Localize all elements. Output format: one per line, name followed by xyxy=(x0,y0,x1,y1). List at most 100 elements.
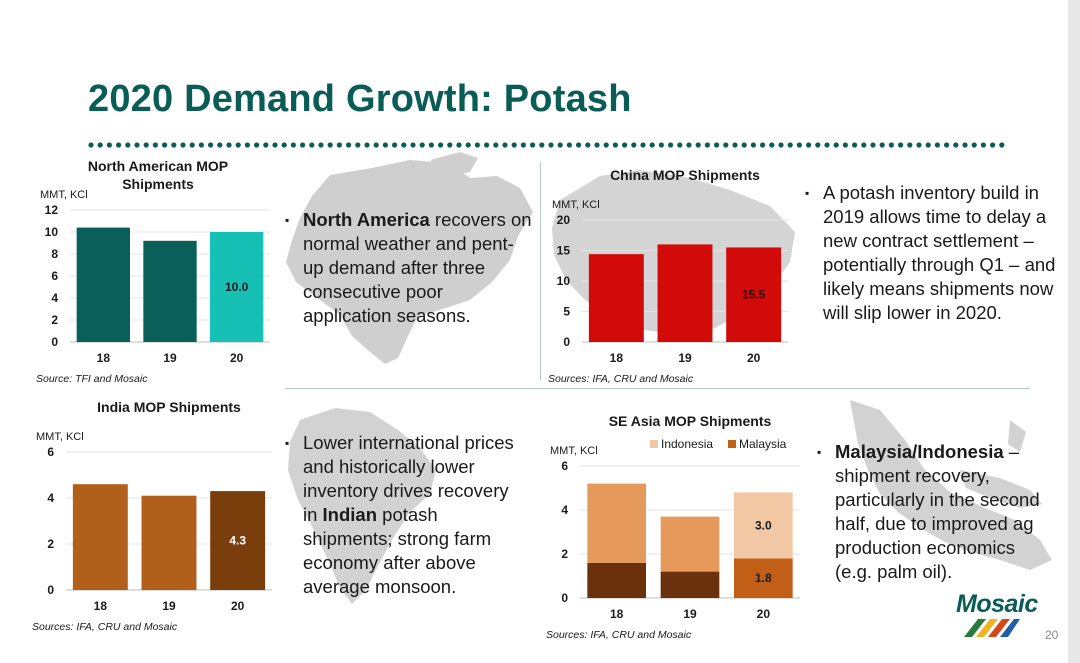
chart-title: SE Asia MOP Shipments xyxy=(609,413,772,429)
y-tick-label: 2 xyxy=(51,313,58,327)
bullet-body: – shipment recovery, particularly in the… xyxy=(835,441,1040,582)
chart-source: Source: TFI and Mosaic xyxy=(36,373,148,385)
bar-indonesia-18 xyxy=(587,483,646,563)
bar-20 xyxy=(210,491,266,590)
bar-19 xyxy=(657,244,713,342)
bullet-body-start: Lower international prices and historica… xyxy=(303,432,514,525)
x-tick-label: 20 xyxy=(230,351,244,365)
bar-malaysia-20 xyxy=(734,558,793,598)
horizontal-divider xyxy=(285,388,1030,389)
x-tick-label: 20 xyxy=(747,351,761,365)
x-tick-label: 18 xyxy=(610,351,624,365)
y-axis-label: MMT, KCl xyxy=(550,445,598,457)
y-axis-label: MMT, KCl xyxy=(36,431,84,443)
y-axis-label: MMT, KCl xyxy=(40,189,88,201)
chart-title: Shipments xyxy=(122,176,194,192)
data-label: 15.5 xyxy=(742,288,766,302)
chart-source: Sources: IFA, CRU and Mosaic xyxy=(548,373,694,385)
y-tick-label: 2 xyxy=(47,537,54,551)
page-number: 20 xyxy=(1045,628,1059,642)
bullet-north-america: ▪ North America recovers on normal weathe… xyxy=(285,208,533,328)
data-label: 1.8 xyxy=(755,571,772,585)
y-tick-label: 0 xyxy=(51,335,58,349)
bullet-body: A potash inventory build in 2019 allows … xyxy=(823,182,1056,323)
se-asia-chart: SE Asia MOP Shipments MMT, KCl 0 2 4 6 18 19 20 1… xyxy=(546,413,800,641)
y-tick-label: 4 xyxy=(561,503,568,517)
y-tick-label: 0 xyxy=(561,591,568,605)
bullet-bold: Indian xyxy=(322,504,378,525)
mosaic-logo: Mosaic xyxy=(956,590,1056,636)
x-tick-label: 19 xyxy=(163,351,177,365)
bullet-china: ▪ A potash inventory build in 2019 allows… xyxy=(805,181,1061,325)
bar-18 xyxy=(588,254,644,342)
bullet-bold: North America xyxy=(303,209,430,230)
x-tick-label: 20 xyxy=(231,599,245,613)
chart-title: North American MOP xyxy=(88,158,228,174)
chart-title: India MOP Shipments xyxy=(97,400,241,415)
se-asia-islands-map xyxy=(960,420,1042,508)
bullet-bold: Malaysia/Indonesia xyxy=(835,441,1004,462)
data-label: 4.3 xyxy=(229,534,246,548)
y-axis-label: MMT, KCl xyxy=(552,199,600,211)
chart-source: Sources: IFA, CRU and Mosaic xyxy=(32,621,178,633)
bullet-mark: ▪ xyxy=(285,436,290,450)
page-title: 2020 Demand Growth: Potash xyxy=(88,78,632,120)
x-tick-label: 18 xyxy=(97,351,111,365)
bar-malaysia-18 xyxy=(587,562,646,598)
y-tick-label: 6 xyxy=(51,269,58,283)
logo-text: Mosaic xyxy=(956,590,1038,618)
legend-label: Indonesia xyxy=(661,437,713,451)
legend-swatch-malaysia xyxy=(728,440,736,448)
data-label: 3.0 xyxy=(755,518,772,532)
window-edge xyxy=(1068,0,1080,663)
y-tick-label: 0 xyxy=(563,335,570,349)
x-tick-label: 19 xyxy=(683,607,697,621)
chart-source: Sources: IFA, CRU and Mosaic xyxy=(546,629,692,641)
y-tick-label: 12 xyxy=(45,203,59,217)
bar-18 xyxy=(76,227,130,342)
x-tick-label: 18 xyxy=(610,607,624,621)
bullet-se-asia: ▪ Malaysia/Indonesia – shipment recovery,… xyxy=(817,440,1057,584)
y-tick-label: 8 xyxy=(51,247,58,261)
x-tick-label: 19 xyxy=(678,351,692,365)
bar-20 xyxy=(726,247,782,342)
legend-swatch-indonesia xyxy=(650,440,658,448)
vertical-divider xyxy=(540,162,541,380)
y-tick-label: 6 xyxy=(47,445,54,459)
bullet-mark: ▪ xyxy=(285,213,290,227)
bullet-mark: ▪ xyxy=(817,445,822,459)
y-tick-label: 15 xyxy=(557,244,571,258)
bar-malaysia-19 xyxy=(660,571,720,598)
north-america-map xyxy=(286,160,533,364)
china-chart: China MOP Shipments MMT, KCl 0 5 10 15 20 18 19 2… xyxy=(548,167,788,385)
greenland-map xyxy=(430,152,478,176)
data-label: 10.0 xyxy=(225,280,249,294)
y-tick-label: 6 xyxy=(561,459,568,473)
title-dotted-rule xyxy=(88,140,1006,150)
y-tick-label: 5 xyxy=(563,305,570,319)
y-tick-label: 4 xyxy=(51,291,58,305)
se-asia-map xyxy=(850,400,1052,570)
legend-label: Malaysia xyxy=(739,437,787,451)
chart-title: China MOP Shipments xyxy=(610,167,760,183)
y-tick-label: 0 xyxy=(47,583,54,597)
bar-19 xyxy=(143,240,197,342)
india-map xyxy=(288,408,436,604)
x-tick-label: 20 xyxy=(757,607,771,621)
bullet-mark: ▪ xyxy=(805,186,810,200)
x-tick-label: 19 xyxy=(162,599,176,613)
y-tick-label: 20 xyxy=(557,213,571,227)
bar-18 xyxy=(72,484,128,590)
logo-stripes-icon xyxy=(964,619,1020,637)
y-tick-label: 10 xyxy=(45,225,59,239)
x-tick-label: 18 xyxy=(94,599,108,613)
bullet-india: ▪ Lower international prices and historic… xyxy=(285,431,518,599)
bar-19 xyxy=(141,495,197,590)
bar-indonesia-20 xyxy=(734,492,793,559)
bar-20 xyxy=(210,232,264,342)
india-chart: India MOP Shipments MMT, KCl 0 2 4 6 18 19 20 4.3… xyxy=(32,400,272,633)
y-tick-label: 4 xyxy=(47,491,54,505)
north-america-chart: North American MOP Shipments MMT, KCl 0 2 4 6 8… xyxy=(36,158,270,385)
y-tick-label: 2 xyxy=(561,547,568,561)
